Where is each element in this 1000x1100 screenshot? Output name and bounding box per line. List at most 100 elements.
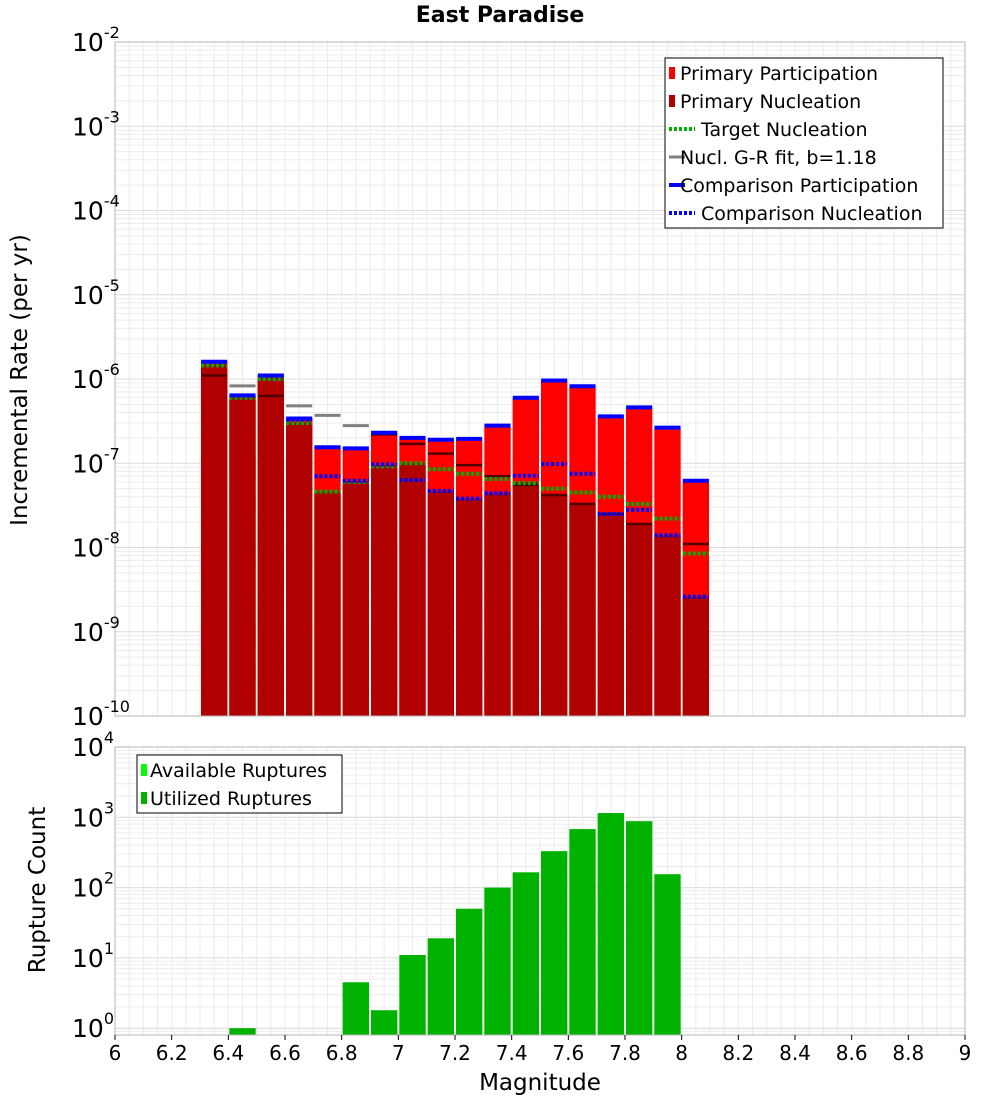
y-tick-label: 10-6: [72, 360, 120, 394]
x-axis-label: Magnitude: [479, 1070, 601, 1096]
y-tick-label: 10-10: [72, 697, 130, 731]
nucleation-bar: [540, 494, 568, 716]
y-tick-label: 10-8: [72, 529, 120, 563]
y-tick-exponent: 1: [104, 939, 114, 958]
nucleation-bar: [285, 423, 313, 716]
nucleation-bar: [569, 503, 596, 716]
y-tick-label: 102: [72, 869, 114, 903]
legend-box: [136, 754, 343, 814]
rupture-count-bar: [597, 813, 625, 1035]
rupture-count-bar: [512, 872, 540, 1035]
x-tick-label: 8: [675, 1041, 688, 1065]
legend-swatch: [669, 95, 675, 107]
rupture-count-bar: [540, 851, 568, 1035]
x-tick-label: 9: [959, 1041, 972, 1065]
nucleation-bar: [370, 465, 398, 716]
y-tick-label: 101: [72, 939, 114, 973]
nucleation-bar: [314, 491, 341, 716]
rupture-count-bar: [569, 829, 596, 1035]
nucleation-bar: [342, 481, 370, 716]
rupture-count-bar: [484, 887, 511, 1035]
nucleation-bar: [427, 490, 455, 716]
rupture-count-bar: [342, 982, 370, 1035]
count-plot-border: [114, 746, 966, 1036]
y-tick-exponent: -6: [104, 360, 120, 379]
x-tick-label: 8.8: [892, 1041, 924, 1065]
y-tick-exponent: 4: [104, 728, 114, 747]
y-tick-exponent: -8: [104, 529, 120, 548]
x-tick-label: 7.4: [496, 1041, 528, 1065]
y-tick-label: 10-9: [72, 613, 120, 647]
x-tick-label: 6.2: [156, 1041, 188, 1065]
legend-swatch: [669, 67, 675, 79]
x-tick-label: 6.8: [326, 1041, 358, 1065]
y-tick-label: 10-4: [72, 192, 120, 226]
count-y-axis-label: Rupture Count: [25, 807, 51, 973]
x-tick-label: 7.8: [609, 1041, 641, 1065]
x-tick-label: 8.2: [722, 1041, 754, 1065]
rate-y-axis-label: Incremental Rate (per yr): [7, 234, 33, 526]
y-tick-exponent: -9: [104, 613, 120, 632]
rupture-count-bar: [427, 938, 455, 1035]
y-tick-label: 100: [72, 1009, 114, 1043]
x-tick-label: 6.4: [212, 1041, 244, 1065]
nucleation-bar: [625, 524, 653, 716]
legend-label: Available Ruptures: [150, 760, 327, 782]
y-tick-label: 10-3: [72, 107, 120, 141]
legend-label: Primary Participation: [680, 63, 878, 85]
nucleation-bar: [654, 535, 681, 716]
legend-label: Comparison Participation: [680, 175, 918, 197]
y-tick-exponent: -7: [104, 444, 120, 463]
nucleation-bar: [484, 493, 511, 716]
legend-label: Utilized Ruptures: [150, 788, 312, 810]
x-tick-label: 6: [109, 1041, 122, 1065]
legend-label: Nucl. G-R fit, b=1.18: [680, 147, 877, 169]
x-tick-label: 7: [392, 1041, 405, 1065]
y-tick-label: 10-2: [72, 23, 120, 57]
y-tick-exponent: -2: [104, 23, 120, 42]
legend-label: Target Nucleation: [700, 119, 868, 141]
rupture-legend: Available Ruptures Utilized Ruptures: [136, 754, 343, 814]
rupture-count-bar: [370, 1010, 398, 1035]
rupture-count-bar: [625, 821, 653, 1035]
nucleation-bar: [399, 463, 426, 716]
legend-label: Comparison Nucleation: [701, 203, 923, 225]
nucleation-bar: [229, 396, 256, 716]
x-tick-label: 6.6: [269, 1041, 301, 1065]
x-tick-label: 8.4: [779, 1041, 811, 1065]
legend-swatch: [141, 792, 147, 804]
rate-panel: 10-10 10-9 10-8 10-7 10-6 10-5 10-4 10-3 10-2 Pri…: [72, 23, 966, 731]
rupture-count-bar: [229, 1028, 256, 1035]
rupture-count-bar: [399, 954, 426, 1035]
y-tick-label: 104: [72, 728, 114, 762]
y-tick-exponent: 3: [104, 798, 114, 817]
nucleation-bar: [597, 515, 625, 716]
rate-plot-border: [114, 41, 966, 717]
x-tick-label: 7.2: [439, 1041, 471, 1065]
chart-title: East Paradise: [416, 3, 585, 28]
legend-swatch: [141, 764, 147, 776]
rate-legend: Primary Participation Primary Nucleation T…: [664, 57, 944, 229]
legend-box: [664, 57, 944, 229]
y-tick-label: 10-7: [72, 444, 120, 478]
nucleation-bar: [200, 364, 228, 716]
rupture-count-bar: [654, 874, 681, 1035]
x-tick-label: 8.6: [836, 1041, 868, 1065]
y-tick-exponent: 2: [104, 869, 114, 888]
y-tick-exponent: -4: [104, 192, 120, 211]
nucleation-bar: [257, 377, 285, 716]
rupture-count-bar: [455, 908, 483, 1035]
x-tick-label: 7.6: [552, 1041, 584, 1065]
nucleation-bar: [512, 481, 540, 716]
y-tick-exponent: -5: [104, 276, 120, 295]
y-tick-exponent: 0: [104, 1009, 114, 1028]
nucleation-bar: [455, 498, 483, 716]
legend-label: Primary Nucleation: [680, 91, 861, 113]
y-tick-exponent: -3: [104, 107, 120, 126]
y-tick-label: 103: [72, 798, 114, 832]
y-tick-label: 10-5: [72, 276, 120, 310]
y-tick-exponent: -10: [104, 697, 130, 716]
nucleation-bar: [682, 596, 710, 716]
